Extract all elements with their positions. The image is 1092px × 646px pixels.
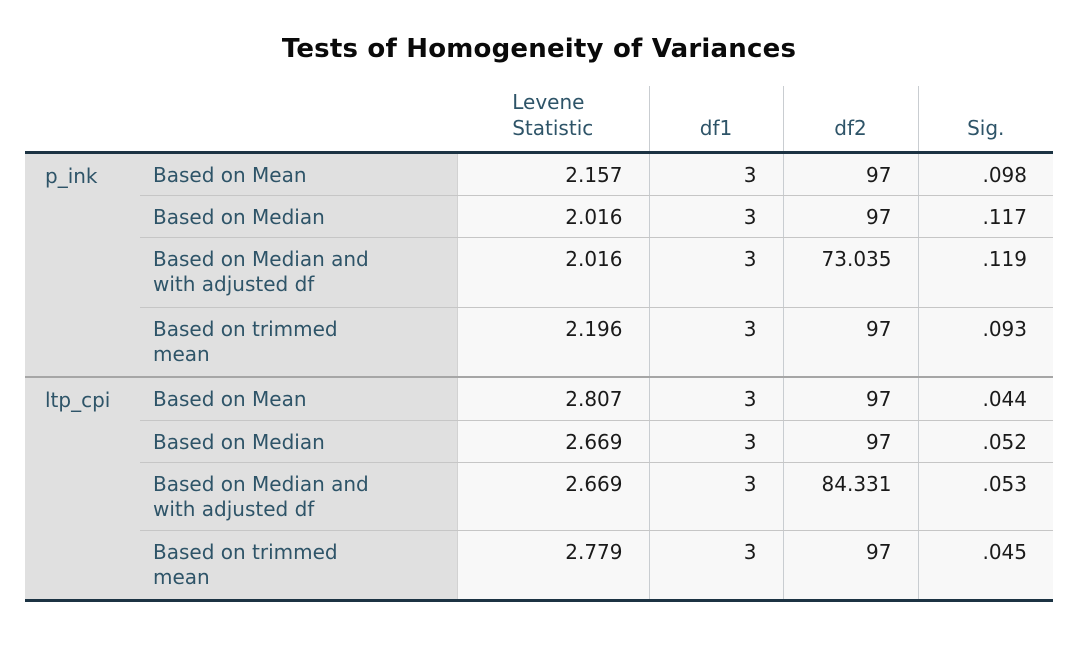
df2-value: 97	[782, 307, 918, 378]
sig-value: .117	[917, 195, 1053, 238]
table-row: Based on Median and with adjusted df 2.6…	[25, 462, 1053, 531]
row-label: Based on trimmed mean	[140, 307, 457, 378]
group-label-ltp-cpi: ltp_cpi	[25, 377, 140, 602]
column-header-df2: df2	[782, 86, 918, 154]
group-label-p-ink: p_ink	[25, 152, 140, 378]
levene-value: 2.016	[456, 195, 649, 238]
df2-value: 97	[782, 195, 918, 238]
row-label: Based on Median	[140, 195, 457, 238]
homogeneity-of-variances-table: Levene Statistic df1 df2 Sig. p_ink Base…	[25, 86, 1053, 602]
table-row: Based on Median 2.669 3 97 .052	[25, 420, 1053, 463]
row-label: Based on trimmed mean	[140, 530, 457, 602]
df2-value: 97	[782, 420, 918, 463]
df1-value: 3	[648, 307, 783, 378]
sig-value: .053	[917, 462, 1053, 531]
df1-value: 3	[648, 462, 783, 531]
sig-value: .052	[917, 420, 1053, 463]
levene-value: 2.807	[456, 377, 649, 421]
sig-value: .119	[917, 237, 1053, 308]
sig-value: .045	[917, 530, 1053, 602]
df1-value: 3	[648, 377, 783, 421]
row-label: Based on Mean	[140, 152, 457, 196]
df2-value: 97	[782, 530, 918, 602]
df2-value: 97	[782, 377, 918, 421]
row-label: Based on Median	[140, 420, 457, 463]
df2-value: 97	[782, 152, 918, 196]
stub-header-variable	[25, 86, 140, 154]
row-label: Based on Median and with adjusted df	[140, 237, 457, 308]
df1-value: 3	[648, 195, 783, 238]
levene-value: 2.196	[456, 307, 649, 378]
levene-value: 2.669	[456, 462, 649, 531]
row-label: Based on Median and with adjusted df	[140, 462, 457, 531]
table-row: ltp_cpi Based on Mean 2.807 3 97 .044	[25, 377, 1053, 602]
df2-value: 73.035	[782, 237, 918, 308]
sig-value: .044	[917, 377, 1053, 421]
stub-header-basis	[140, 86, 457, 154]
table-row: Based on Median and with adjusted df 2.0…	[25, 237, 1053, 308]
levene-value: 2.157	[456, 152, 649, 196]
table-title: Tests of Homogeneity of Variances	[281, 34, 797, 64]
levene-value: 2.779	[456, 530, 649, 602]
levene-header-label: Levene Statistic	[512, 90, 594, 140]
column-header-sig: Sig.	[917, 86, 1053, 154]
sig-value: .098	[917, 152, 1053, 196]
table-row: Based on Median 2.016 3 97 .117	[25, 195, 1053, 238]
column-header-df1: df1	[648, 86, 783, 154]
df1-value: 3	[648, 420, 783, 463]
table-row: Based on trimmed mean 2.196 3 97 .093	[25, 307, 1053, 378]
levene-value: 2.669	[456, 420, 649, 463]
df1-value: 3	[648, 530, 783, 602]
row-label: Based on Mean	[140, 377, 457, 421]
levene-value: 2.016	[456, 237, 649, 308]
sig-value: .093	[917, 307, 1053, 378]
header-row: Levene Statistic df1 df2 Sig.	[25, 86, 1053, 154]
table-row: p_ink Based on Mean 2.157 3 97 .098	[25, 152, 1053, 378]
table-row: Based on trimmed mean 2.779 3 97 .045	[25, 530, 1053, 602]
column-header-levene-statistic: Levene Statistic	[457, 86, 649, 154]
df1-value: 3	[648, 237, 783, 308]
df1-value: 3	[648, 152, 783, 196]
df2-value: 84.331	[782, 462, 918, 531]
